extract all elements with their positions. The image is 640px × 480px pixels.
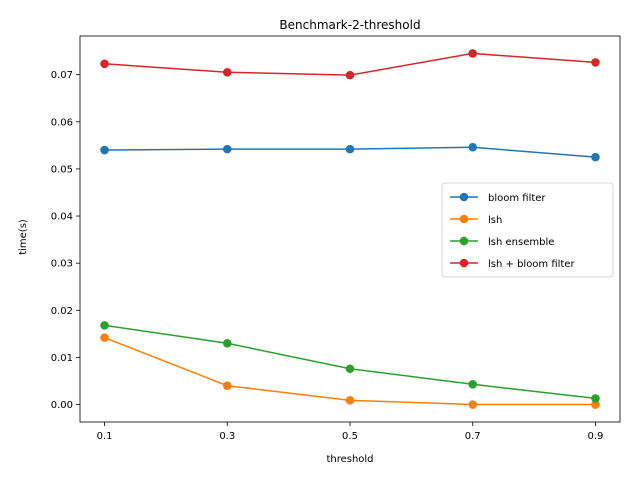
y-tick-label: 0.07 — [51, 70, 73, 81]
data-point — [591, 58, 600, 67]
x-tick-label: 0.5 — [342, 431, 358, 442]
data-point — [222, 338, 232, 348]
x-tick-label: 0.1 — [97, 431, 113, 442]
data-point — [468, 379, 478, 389]
data-point — [345, 364, 355, 374]
legend-marker — [459, 258, 469, 268]
plot-area: 0.1 0.3 0.5 0.7 0.9 0.00 0.01 0.02 0.03 0.04 0.05 0… — [51, 35, 621, 442]
legend-marker — [459, 236, 469, 246]
x-tick-label: 0.9 — [588, 431, 604, 442]
data-point — [591, 152, 600, 162]
x-tick-label: 0.7 — [465, 431, 481, 442]
data-point — [100, 145, 109, 155]
legend-box — [441, 182, 614, 278]
x-tick-label: 0.3 — [219, 431, 235, 442]
data-point — [591, 400, 600, 409]
data-point — [222, 67, 232, 77]
y-tick-label: 0.05 — [51, 164, 73, 175]
data-point — [468, 400, 478, 409]
legend-entry: lsh — [488, 215, 502, 226]
x-axis-label: threshold — [326, 454, 373, 465]
legend-entry: lsh ensemble — [488, 237, 554, 248]
y-tick-label: 0.00 — [51, 400, 73, 411]
y-tick-label: 0.04 — [51, 212, 73, 223]
y-tick-label: 0.06 — [51, 117, 73, 128]
legend-entry: bloom filter — [488, 193, 546, 204]
data-point — [100, 333, 109, 342]
data-point — [591, 394, 600, 403]
data-point — [222, 381, 232, 391]
data-point — [100, 59, 109, 69]
y-axis-label: time(s) — [18, 219, 29, 255]
data-point — [468, 49, 478, 58]
legend-marker — [459, 192, 469, 202]
data-point — [345, 396, 355, 405]
legend-marker — [459, 214, 469, 224]
data-point — [345, 144, 355, 154]
axes-frame — [79, 35, 621, 423]
data-point — [345, 70, 355, 80]
data-point — [468, 142, 478, 152]
y-tick-label: 0.02 — [51, 306, 73, 317]
data-point — [100, 321, 109, 330]
legend-entry: lsh + bloom filter — [488, 259, 575, 270]
data-point — [222, 144, 232, 154]
y-tick-label: 0.03 — [51, 259, 73, 270]
chart-title: Benchmark-2-threshold — [279, 18, 420, 32]
y-tick-label: 0.01 — [51, 353, 73, 364]
legend: bloom filter lsh lsh ensemble lsh + bloom f… — [441, 182, 614, 278]
